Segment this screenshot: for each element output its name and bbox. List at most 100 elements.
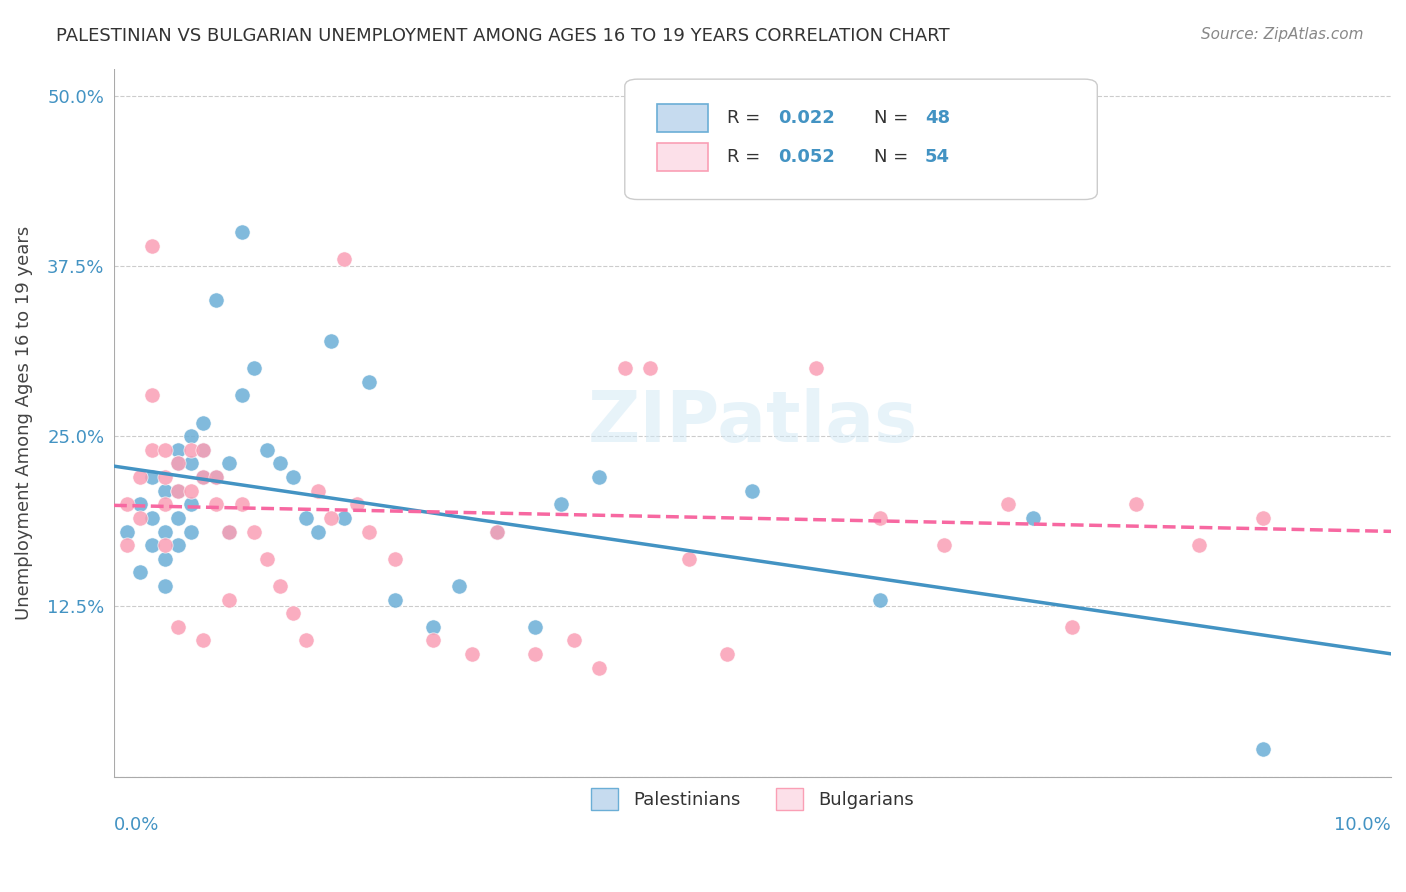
Point xyxy=(806,361,828,376)
Text: N =: N = xyxy=(873,109,914,127)
Point xyxy=(166,442,188,457)
Point xyxy=(640,361,662,376)
Point xyxy=(193,470,215,484)
Point xyxy=(422,633,444,648)
Point xyxy=(128,566,150,580)
Point xyxy=(193,442,215,457)
Point xyxy=(231,497,253,511)
Point xyxy=(153,442,176,457)
Point xyxy=(153,497,176,511)
Point xyxy=(869,511,891,525)
Point xyxy=(205,293,228,307)
Point xyxy=(205,470,228,484)
Point xyxy=(153,483,176,498)
Text: 54: 54 xyxy=(925,148,950,166)
Point xyxy=(997,497,1019,511)
Point xyxy=(153,579,176,593)
Point xyxy=(1022,511,1045,525)
Point xyxy=(218,457,240,471)
Point xyxy=(218,524,240,539)
Point xyxy=(153,538,176,552)
Point xyxy=(166,483,188,498)
Point xyxy=(141,388,163,402)
Point xyxy=(281,470,304,484)
Point xyxy=(932,538,955,552)
Point xyxy=(1125,497,1147,511)
Point xyxy=(1253,511,1275,525)
Point xyxy=(741,143,763,157)
Point xyxy=(166,511,188,525)
Point xyxy=(193,442,215,457)
Point xyxy=(180,457,202,471)
Point xyxy=(269,579,291,593)
Point xyxy=(166,457,188,471)
Text: 0.052: 0.052 xyxy=(778,148,835,166)
Point xyxy=(166,620,188,634)
Point xyxy=(294,511,316,525)
Point xyxy=(115,538,138,552)
Point xyxy=(141,511,163,525)
Text: 0.022: 0.022 xyxy=(778,109,835,127)
Point xyxy=(180,429,202,443)
Bar xyxy=(657,143,707,171)
Point xyxy=(307,524,329,539)
Point xyxy=(486,524,509,539)
Point xyxy=(422,620,444,634)
Point xyxy=(333,511,356,525)
Point xyxy=(359,375,381,389)
Point xyxy=(524,647,547,661)
Text: ZIPatlas: ZIPatlas xyxy=(588,388,918,457)
Point xyxy=(869,592,891,607)
Point xyxy=(231,225,253,239)
Point xyxy=(153,470,176,484)
Point xyxy=(166,483,188,498)
Point xyxy=(1253,742,1275,756)
Point xyxy=(384,551,406,566)
Point xyxy=(115,497,138,511)
Bar xyxy=(657,104,707,132)
Text: 10.0%: 10.0% xyxy=(1334,815,1391,833)
Text: N =: N = xyxy=(873,148,914,166)
Point xyxy=(166,457,188,471)
Point xyxy=(1060,620,1083,634)
Point xyxy=(231,388,253,402)
Point xyxy=(1188,538,1211,552)
Point xyxy=(486,524,509,539)
Point xyxy=(153,524,176,539)
Point xyxy=(141,238,163,252)
Point xyxy=(678,551,700,566)
Point xyxy=(141,442,163,457)
Point xyxy=(359,524,381,539)
Point xyxy=(180,483,202,498)
Text: R =: R = xyxy=(727,148,766,166)
Text: Source: ZipAtlas.com: Source: ZipAtlas.com xyxy=(1201,27,1364,42)
Point xyxy=(128,470,150,484)
Point xyxy=(269,457,291,471)
Point xyxy=(193,416,215,430)
Point xyxy=(294,633,316,648)
Point xyxy=(218,592,240,607)
Point xyxy=(153,551,176,566)
Point xyxy=(307,483,329,498)
Text: R =: R = xyxy=(727,109,766,127)
Point xyxy=(141,470,163,484)
Point xyxy=(193,633,215,648)
Point xyxy=(218,524,240,539)
Point xyxy=(588,470,610,484)
Point xyxy=(115,524,138,539)
Text: 48: 48 xyxy=(925,109,950,127)
Text: 0.0%: 0.0% xyxy=(114,815,159,833)
Point xyxy=(562,633,585,648)
Point xyxy=(128,497,150,511)
Point xyxy=(141,538,163,552)
Legend: Palestinians, Bulgarians: Palestinians, Bulgarians xyxy=(583,780,921,817)
Point xyxy=(447,579,470,593)
Point xyxy=(333,252,356,267)
Point xyxy=(180,497,202,511)
Point xyxy=(613,361,636,376)
FancyBboxPatch shape xyxy=(624,79,1097,200)
Point xyxy=(180,442,202,457)
Point xyxy=(205,497,228,511)
Point xyxy=(128,511,150,525)
Point xyxy=(256,551,278,566)
